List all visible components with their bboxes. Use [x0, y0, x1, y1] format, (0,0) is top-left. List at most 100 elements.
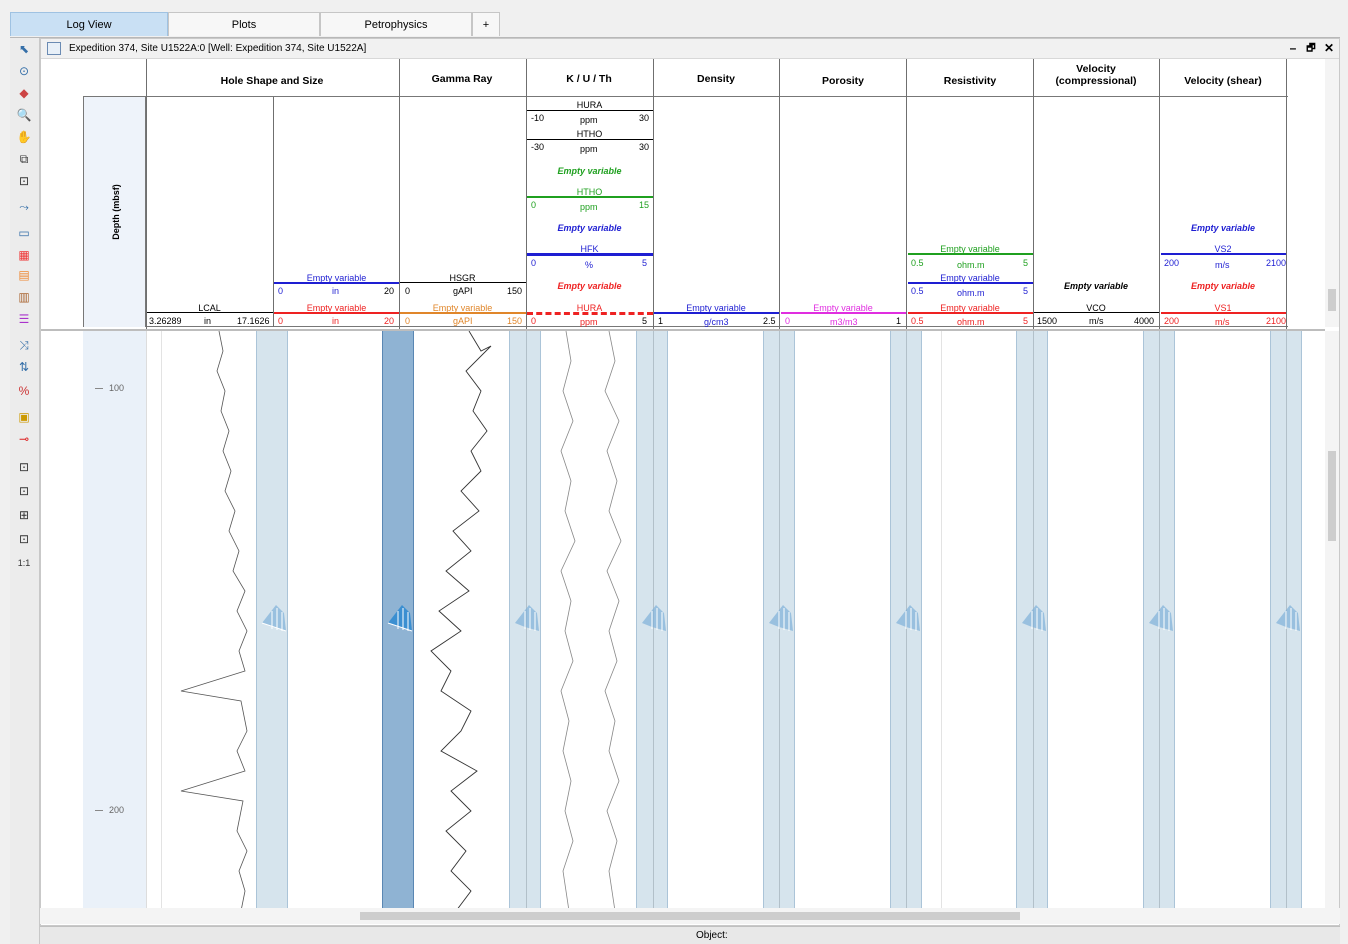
hura1-name: HURA	[576, 100, 603, 110]
horizontal-scrollbar[interactable]	[40, 908, 1340, 924]
close-button[interactable]: ✕	[1323, 41, 1335, 55]
layout-one-icon[interactable]: ⊡	[18, 460, 30, 474]
select-pointer-icon[interactable]: ⬉	[18, 42, 30, 56]
kuth-empty-blue: Empty variable	[557, 223, 622, 233]
format-icon[interactable]: ☰	[18, 312, 30, 326]
left-toolbar: ⬉ ⊙ ◆ 🔍 ✋ ⧉ ⊡ ⤳ ▭ ▦ ▤ ▥ ☰ ⤨ ⇅ % ▣ ⊸ ⊡ ⊡ …	[10, 38, 40, 944]
data-scroll-thumb[interactable]	[1328, 451, 1336, 541]
add-marker-icon[interactable]: %	[18, 384, 30, 398]
hole-blue-max: 20	[384, 286, 395, 296]
drag-handle-icon[interactable]	[638, 603, 668, 637]
drag-handle-icon[interactable]	[258, 603, 288, 637]
interpolate-icon[interactable]: ⤨	[19, 337, 29, 352]
vp-empty: Empty variable	[1063, 281, 1129, 291]
horizontal-scroll-thumb[interactable]	[360, 912, 1020, 920]
zone-icon[interactable]: ▣	[18, 410, 30, 424]
hfk-min: 0	[531, 258, 537, 268]
hsgr-max: 150	[507, 286, 523, 296]
kuth-curve-2	[604, 331, 622, 911]
tab-petrophysics[interactable]: Petrophysics	[320, 12, 472, 36]
track-title-porosity: Porosity	[821, 75, 864, 87]
status-object-label: Object:	[696, 930, 728, 941]
hole-red-max: 20	[384, 316, 395, 326]
hsgr-curve	[430, 331, 492, 911]
add-track-icon[interactable]: ▦	[18, 248, 30, 262]
log-content: Depth (mbsf) Hole Shape and Size Gamma R…	[41, 59, 1339, 911]
curve-edit-icon[interactable]: ⤳	[19, 199, 29, 214]
hole-red-name: Empty variable	[306, 303, 367, 313]
vs1-min: 200	[1164, 316, 1180, 326]
splice-icon[interactable]: ⇅	[18, 360, 30, 374]
density-name: Empty variable	[686, 303, 746, 313]
log-view-icon	[47, 42, 61, 55]
comment-icon[interactable]: ▭	[18, 226, 30, 240]
res-green-min: 0.5	[911, 258, 924, 268]
hura2-min: 0	[531, 316, 537, 326]
vs2-name: VS2	[1214, 244, 1232, 254]
res-blue-name: Empty variable	[940, 273, 1000, 283]
zoom-out-box-icon[interactable]: ⊡	[18, 174, 30, 188]
drag-handle-icon[interactable]	[511, 603, 541, 637]
layout-two-icon[interactable]: ⊡	[18, 484, 30, 498]
track-title-kuth: K / U / Th	[566, 73, 612, 85]
vco-min: 1500	[1037, 316, 1058, 326]
kuth-empty-green: Empty variable	[557, 166, 622, 176]
drag-handle-icon[interactable]	[1272, 603, 1302, 637]
vs-empty-red: Empty variable	[1190, 281, 1256, 291]
header-scroll-thumb[interactable]	[1328, 289, 1336, 311]
hsgr-min: 0	[405, 286, 411, 296]
htho2-min: 0	[531, 200, 537, 210]
res-red-min: 0.5	[911, 316, 924, 326]
htho2-unit: ppm	[580, 202, 598, 212]
drag-handle-icon[interactable]	[765, 603, 795, 637]
layout-four-icon[interactable]: ⊞	[18, 508, 30, 522]
tab-plots[interactable]: Plots	[168, 12, 320, 36]
drag-handle-icon[interactable]	[1145, 603, 1175, 637]
hole-blue-min: 0	[278, 286, 284, 296]
depth-tick-100: 100	[109, 383, 125, 393]
tab-log-view[interactable]: Log View	[10, 12, 168, 36]
htho1-min: -30	[531, 142, 545, 152]
velocity-line-1: Velocity	[1076, 63, 1116, 75]
htho2-max: 15	[639, 200, 650, 210]
tab-label: Log View	[66, 18, 112, 31]
drag-handle-icon[interactable]	[384, 603, 414, 637]
htho1-name: HTHO	[576, 129, 603, 139]
data-vertical-scrollbar[interactable]	[1325, 331, 1339, 911]
res-green-name: Empty variable	[940, 244, 1000, 254]
track-title-velocity-shear: Velocity (shear)	[1184, 75, 1262, 87]
hura1-max: 30	[639, 113, 650, 123]
porosity-min: 0	[785, 316, 791, 326]
vs2-unit: m/s	[1215, 260, 1230, 270]
layout-lock-icon[interactable]: ⊡	[18, 532, 30, 546]
pan-hand-icon[interactable]: ✋	[16, 130, 32, 144]
log-data-area: 100 200	[41, 329, 1339, 911]
zoom-icon[interactable]: 🔍	[16, 108, 32, 122]
data-icon[interactable]: ▥	[18, 290, 30, 304]
minimize-button[interactable]: –	[1289, 41, 1297, 55]
hura2-unit: ppm	[580, 317, 598, 327]
eraser-icon[interactable]: ◆	[19, 86, 29, 100]
zoom-fit-icon[interactable]: ⊙	[18, 64, 30, 78]
vs-empty-blue: Empty variable	[1190, 223, 1256, 233]
vco-max: 4000	[1134, 316, 1155, 326]
track-properties-icon[interactable]: ▤	[18, 268, 30, 282]
header-vertical-scrollbar[interactable]	[1325, 59, 1339, 327]
scale-icon[interactable]: 1:1	[17, 558, 31, 568]
restore-button[interactable]: 🗗	[1306, 43, 1316, 54]
drag-handle-icon[interactable]	[1018, 603, 1048, 637]
hsgr-unit: gAPI	[453, 286, 473, 296]
depth-header: Depth (mbsf)	[83, 97, 146, 327]
log-view-window: Expedition 374, Site U1522A:0 [Well: Exp…	[40, 38, 1340, 926]
drag-handle-icon[interactable]	[892, 603, 922, 637]
zoom-box-icon[interactable]: ⧉	[19, 151, 29, 166]
add-tab-button[interactable]: +	[472, 12, 500, 36]
lcal-max: 17.1626	[237, 316, 270, 326]
window-title: Expedition 374, Site U1522A:0 [Well: Exp…	[69, 43, 367, 54]
kuth-curve-1	[560, 331, 576, 911]
hfk-unit: %	[585, 260, 594, 270]
gamma-orange-max: 150	[507, 316, 523, 326]
shift-icon[interactable]: ⊸	[18, 432, 30, 446]
res-blue-unit: ohm.m	[957, 288, 985, 298]
